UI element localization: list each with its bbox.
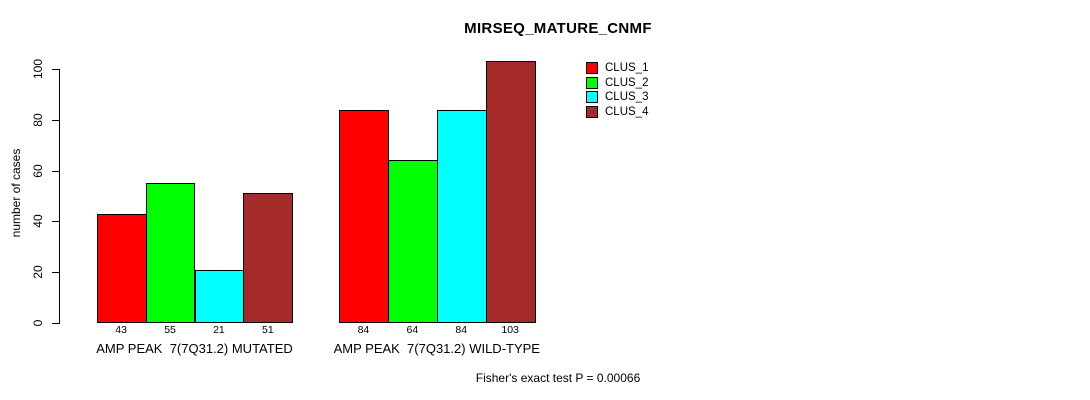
- y-tick-label: 80: [31, 113, 45, 127]
- footer-note: Fisher's exact test P = 0.00066: [475, 371, 641, 385]
- chart-title: MIRSEQ_MATURE_CNMF: [464, 20, 652, 37]
- bar: [96, 213, 147, 323]
- bar: [339, 109, 389, 323]
- bar: [485, 61, 536, 323]
- bar-value-label: 64: [406, 324, 419, 336]
- bar-value-label: 84: [357, 324, 370, 336]
- y-tick-label: 100: [31, 58, 45, 80]
- bar: [436, 109, 487, 323]
- y-axis-line: [59, 69, 60, 324]
- y-tick: [52, 69, 59, 70]
- bar-value-label: 103: [501, 324, 519, 336]
- legend-label: CLUS_2: [605, 76, 649, 89]
- bar: [387, 160, 438, 323]
- y-tick-label: 60: [31, 163, 45, 178]
- y-tick-label: 20: [31, 265, 45, 279]
- group-label: AMP PEAK 7(7Q31.2) MUTATED: [96, 341, 293, 356]
- legend-swatch: [586, 106, 598, 119]
- legend-swatch: [586, 76, 598, 89]
- legend-label: CLUS_4: [605, 106, 649, 119]
- bar-value-label: 84: [455, 324, 468, 336]
- legend-swatch: [586, 62, 598, 74]
- y-tick-label: 40: [31, 214, 45, 229]
- bar: [243, 193, 294, 323]
- bar: [194, 269, 245, 323]
- bar: [145, 183, 196, 323]
- legend-label: CLUS_3: [605, 91, 649, 104]
- legend-label: CLUS_1: [605, 62, 649, 74]
- y-tick-label: 0: [31, 319, 45, 327]
- bar-value-label: 21: [213, 324, 225, 336]
- bar-value-label: 55: [164, 324, 176, 336]
- bar-value-label: 43: [115, 324, 127, 336]
- y-tick: [52, 170, 59, 172]
- y-tick: [52, 323, 59, 324]
- y-tick: [52, 221, 59, 223]
- y-axis-title: number of cases: [9, 148, 23, 238]
- group-label: AMP PEAK 7(7Q31.2) WILD-TYPE: [333, 341, 540, 356]
- y-tick: [52, 272, 59, 274]
- legend-swatch: [586, 91, 598, 104]
- y-tick: [52, 119, 59, 121]
- bar-value-label: 51: [262, 324, 274, 336]
